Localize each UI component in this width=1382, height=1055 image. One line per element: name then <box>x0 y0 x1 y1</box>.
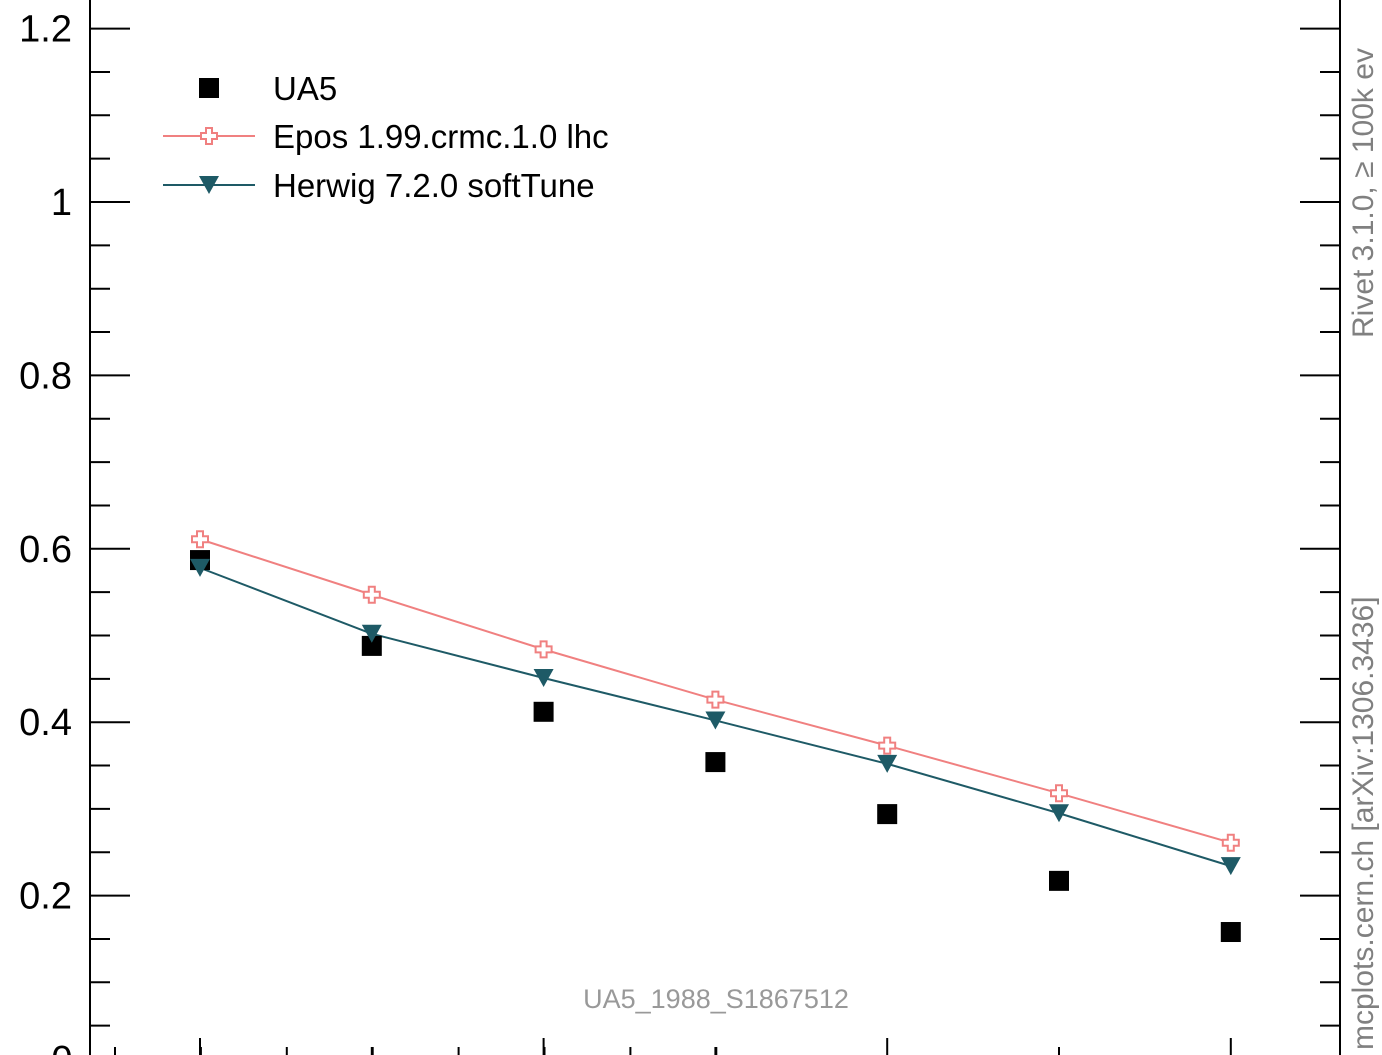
data-point-ua5 <box>705 752 726 773</box>
data-point-herwig-7-2-0-softtune <box>190 558 210 577</box>
data-point-ua5 <box>1049 870 1069 891</box>
y-tick-label: 1 <box>51 182 72 224</box>
data-point-ua5 <box>877 804 898 825</box>
data-point-ua5 <box>1220 922 1241 943</box>
data-point-epos-1-99-crmc-1-0-lhc <box>191 530 209 549</box>
data-point-herwig-7-2-0-softtune <box>1220 857 1241 876</box>
data-point-ua5 <box>533 701 554 722</box>
y-tick-label: 0.4 <box>19 702 72 744</box>
data-point-herwig-7-2-0-softtune <box>1049 804 1069 823</box>
data-point-herwig-7-2-0-softtune <box>361 624 382 643</box>
x-axis-partial-label: 0 <box>51 1039 72 1055</box>
legend-label-herwig-7-2-0-softtune: Herwig 7.2.0 softTune <box>273 167 595 204</box>
data-point-herwig-7-2-0-softtune <box>533 668 554 687</box>
data-point-epos-1-99-crmc-1-0-lhc <box>878 736 897 755</box>
data-point-epos-1-99-crmc-1-0-lhc <box>706 690 725 709</box>
legend-label-ua5: UA5 <box>273 70 337 107</box>
x-axis-ticks <box>114 1038 1232 1055</box>
y-tick-label: 0.2 <box>19 876 72 918</box>
legend: UA5 Epos 1.99.crmc.1.0 lhc Herwig 7.2.0 so… <box>163 70 609 204</box>
y-tick-label: 0.8 <box>19 355 72 397</box>
legend-marker-epos-1-99-crmc-1-0-lhc <box>200 127 218 145</box>
data-point-ua5 <box>361 635 382 656</box>
legend-label-epos-1-99-crmc-1-0-lhc: Epos 1.99.crmc.1.0 lhc <box>273 118 609 155</box>
y-tick-label: 1.2 <box>19 9 72 51</box>
side-text-rivet: Rivet 3.1.0, ≥ 100k ev <box>1347 48 1380 338</box>
series-markers <box>190 530 1241 943</box>
side-text-mcplots: mcplots.cern.ch [arXiv:1306.3436] <box>1347 596 1380 1050</box>
y-axis-ticks: 0.2 0.4 0.6 0.8 1 1.2 <box>19 9 1340 1027</box>
data-point-epos-1-99-crmc-1-0-lhc <box>534 640 553 659</box>
y-tick-label: 0.6 <box>19 529 72 571</box>
legend-marker-ua5 <box>199 78 219 98</box>
data-point-epos-1-99-crmc-1-0-lhc <box>362 585 381 604</box>
legend-marker-herwig-7-2-0-softtune <box>199 176 219 194</box>
data-point-herwig-7-2-0-softtune <box>705 711 726 730</box>
plot-frame <box>89 0 1341 1055</box>
data-point-herwig-7-2-0-softtune <box>877 754 898 773</box>
data-point-epos-1-99-crmc-1-0-lhc <box>1050 784 1068 803</box>
data-point-epos-1-99-crmc-1-0-lhc <box>1221 833 1240 852</box>
analysis-annotation: UA5_1988_S1867512 <box>583 984 849 1014</box>
